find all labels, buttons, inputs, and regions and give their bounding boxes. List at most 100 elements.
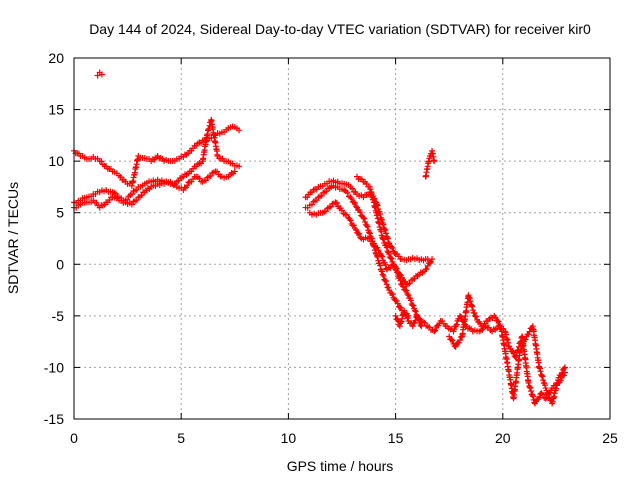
track-i-point (560, 365, 567, 372)
x-tick-label: 0 (70, 430, 78, 446)
track-g-point (391, 263, 398, 270)
track-f-point (350, 222, 357, 229)
plot-frame (73, 57, 611, 420)
track-e-point (377, 262, 384, 269)
track-d-point (382, 230, 389, 237)
track-i-point (536, 365, 543, 372)
track-f-point (375, 247, 382, 254)
track-h-point (525, 379, 532, 386)
track-i-point (456, 337, 463, 344)
track-i-point (449, 337, 456, 344)
track-e-point (394, 300, 401, 307)
track-h-point (457, 313, 464, 320)
track-b-point (236, 163, 243, 170)
track-g-point (383, 244, 390, 251)
track-e-point (382, 278, 389, 285)
track-e-point (364, 223, 371, 230)
y-tick-label: -10 (44, 359, 64, 375)
track-g-point (403, 287, 410, 294)
track-c-point (128, 201, 135, 208)
track-i-point (495, 318, 502, 325)
track-i-point (467, 298, 474, 305)
track-f-point (423, 265, 430, 272)
track-e-point (383, 281, 390, 288)
x-tick-label: 20 (495, 430, 511, 446)
track-h-point (528, 388, 535, 395)
isolated-b-point (431, 158, 438, 165)
track-g-point (404, 290, 411, 297)
track-h-point (453, 321, 460, 328)
track-h-point (527, 384, 534, 391)
track-g-point (388, 255, 395, 262)
track-h-point (529, 392, 536, 399)
y-tick-label: -15 (44, 411, 64, 427)
track-h-point (456, 312, 463, 319)
isolated-a-point (98, 71, 105, 78)
track-e-point (361, 215, 368, 222)
track-i-point (540, 377, 547, 384)
x-tick-label: 15 (388, 430, 404, 446)
track-e-point (388, 289, 395, 296)
track-i-point (468, 302, 475, 309)
track-c-point (185, 179, 192, 186)
y-tick-label: 20 (48, 50, 64, 66)
track-i-point (520, 342, 527, 349)
track-h-point (539, 391, 546, 398)
track-i-point (492, 314, 499, 321)
track-g-point (397, 277, 404, 284)
track-i-point (455, 339, 462, 346)
track-h-point (431, 328, 438, 335)
track-a-point (236, 127, 243, 134)
y-axis-label: SDTVAR / TECUs (5, 182, 21, 294)
track-e-point (318, 192, 325, 199)
track-i-point (545, 392, 552, 399)
track-c-point (231, 168, 238, 175)
grid-layer (74, 58, 610, 419)
track-h-point (412, 317, 419, 324)
track-g-point (379, 235, 386, 242)
track-i-point (538, 372, 545, 379)
track-e-point (360, 214, 367, 221)
track-h-point (536, 394, 543, 401)
track-e-point (366, 229, 373, 236)
track-i-point (466, 295, 473, 302)
isolated-a-point (94, 72, 101, 79)
track-h-point (392, 312, 399, 319)
track-i-point (558, 370, 565, 377)
track-i-point (469, 303, 476, 310)
track-i-point (471, 312, 478, 319)
track-i-point (496, 321, 503, 328)
track-c-point (207, 172, 214, 179)
track-f-point (379, 253, 386, 260)
track-e-point (357, 209, 364, 216)
x-tick-label: 5 (177, 430, 185, 446)
track-h-point (421, 319, 428, 326)
track-e-point (352, 203, 359, 210)
track-g-point (407, 297, 414, 304)
track-f-point (406, 280, 413, 287)
track-c-point (184, 182, 191, 189)
track-f-point (371, 240, 378, 247)
track-g-point (386, 250, 393, 257)
track-i-point (473, 313, 479, 320)
track-g-point (410, 302, 417, 309)
track-d-point (384, 235, 391, 242)
track-g-point (417, 322, 424, 329)
track-e-point (379, 268, 386, 275)
track-g-point (396, 275, 403, 282)
track-h-point (409, 323, 416, 330)
track-c-point (196, 175, 203, 182)
track-f-point (429, 256, 436, 263)
track-d-point (389, 244, 396, 251)
track-i-point (469, 307, 476, 314)
track-f-point (333, 199, 340, 206)
track-b-point (128, 191, 135, 198)
y-tick-label: 5 (56, 205, 64, 221)
track-d-point (388, 243, 395, 250)
track-e-point (380, 272, 387, 279)
track-i-point (517, 346, 524, 353)
track-e-point (362, 218, 369, 225)
track-f-point (355, 230, 362, 237)
track-h-point (530, 393, 537, 400)
